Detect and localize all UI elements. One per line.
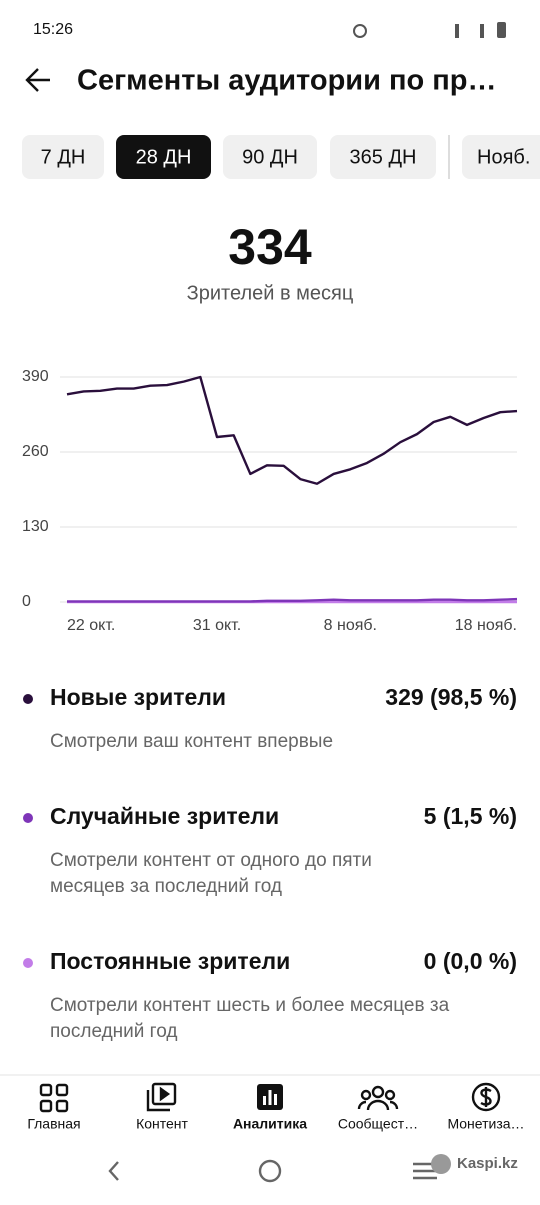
segment-description: Смотрели ваш контент впервые bbox=[50, 731, 333, 752]
segment-description: Смотрели контент шесть и более месяцев з… bbox=[50, 995, 450, 1016]
segment-description: Смотрели контент от одного до пяти bbox=[50, 850, 372, 871]
segment-total: 329 (98,5 %) bbox=[385, 684, 517, 710]
x-tick-label: 8 нояб. bbox=[324, 617, 377, 634]
nav-label[interactable]: Монетиза… bbox=[447, 1116, 524, 1132]
series-line bbox=[66, 375, 518, 485]
y-tick-label: 390 bbox=[22, 368, 49, 385]
system-nav: Kaspi.kz bbox=[108, 1154, 518, 1183]
watermark-logo bbox=[431, 1154, 451, 1174]
x-tick-label: 18 нояб. bbox=[455, 617, 517, 634]
x-tick-label: 31 окт. bbox=[193, 617, 241, 634]
nav-label[interactable]: Сообщест… bbox=[338, 1116, 418, 1132]
analytics-icon[interactable] bbox=[257, 1084, 283, 1110]
monetization-icon[interactable] bbox=[471, 1082, 501, 1112]
period-chip-label: 28 ДН bbox=[136, 146, 192, 168]
x-tick-label: 22 окт. bbox=[67, 617, 115, 634]
segment-name: Постоянные зрители bbox=[50, 948, 290, 974]
content-icon[interactable] bbox=[146, 1082, 177, 1112]
page-title: Сегменты аудитории по пр… bbox=[77, 65, 497, 97]
back-button[interactable] bbox=[25, 68, 50, 92]
segments: Новые зрители 329 (98,5 %) Смотрели ваш ко… bbox=[23, 684, 517, 1042]
period-chip[interactable] bbox=[330, 135, 436, 179]
y-tick-label: 0 bbox=[22, 593, 31, 610]
sys-home[interactable] bbox=[258, 1159, 282, 1183]
bottom-nav: Главная Контент Аналитика Сообщест… Монетиза… bbox=[27, 1116, 524, 1132]
segment-name: Случайные зрители bbox=[50, 803, 279, 829]
segment-name: Новые зрители bbox=[50, 684, 226, 710]
segment-description: последний год bbox=[50, 1021, 177, 1042]
status-time: 15:26 bbox=[33, 21, 73, 38]
segment-total: 5 (1,5 %) bbox=[424, 803, 517, 829]
y-tick-label: 260 bbox=[22, 443, 49, 460]
segment-description: месяцев за последний год bbox=[50, 876, 282, 897]
nav-label[interactable]: Главная bbox=[27, 1116, 80, 1132]
period-chip[interactable] bbox=[116, 135, 211, 179]
summary-label: Зрителей в месяц bbox=[187, 282, 354, 304]
period-chip-label: 7 ДН bbox=[41, 146, 86, 168]
period-chips: 7 ДН 28 ДН 90 ДН 365 ДН Нояб. bbox=[22, 135, 540, 179]
nav-icons bbox=[39, 1082, 501, 1113]
period-chip-label: Нояб. bbox=[477, 146, 530, 168]
sys-back[interactable] bbox=[108, 1161, 119, 1181]
summary-value: 334 bbox=[228, 219, 312, 275]
y-tick-label: 130 bbox=[22, 518, 49, 535]
period-chip[interactable] bbox=[22, 135, 104, 179]
nav-label[interactable]: Контент bbox=[136, 1116, 188, 1132]
period-chip-label: 90 ДН bbox=[242, 146, 298, 168]
legend-dot bbox=[23, 694, 33, 704]
community-icon[interactable] bbox=[357, 1085, 399, 1111]
period-chip[interactable] bbox=[462, 135, 540, 179]
period-chip[interactable] bbox=[223, 135, 317, 179]
segment-total: 0 (0,0 %) bbox=[424, 948, 517, 974]
chart: 0 130 260 390 22 окт. 31 окт. 8 нояб. 18 нояб. bbox=[22, 368, 518, 634]
home-icon[interactable] bbox=[39, 1083, 69, 1113]
status-icons bbox=[353, 22, 506, 38]
period-chip-label: 365 ДН bbox=[350, 146, 417, 168]
watermark: Kaspi.kz bbox=[457, 1155, 518, 1172]
nav-label[interactable]: Аналитика bbox=[233, 1116, 307, 1132]
legend-dot bbox=[23, 813, 33, 823]
legend-dot bbox=[23, 958, 33, 968]
series-line bbox=[67, 597, 518, 603]
